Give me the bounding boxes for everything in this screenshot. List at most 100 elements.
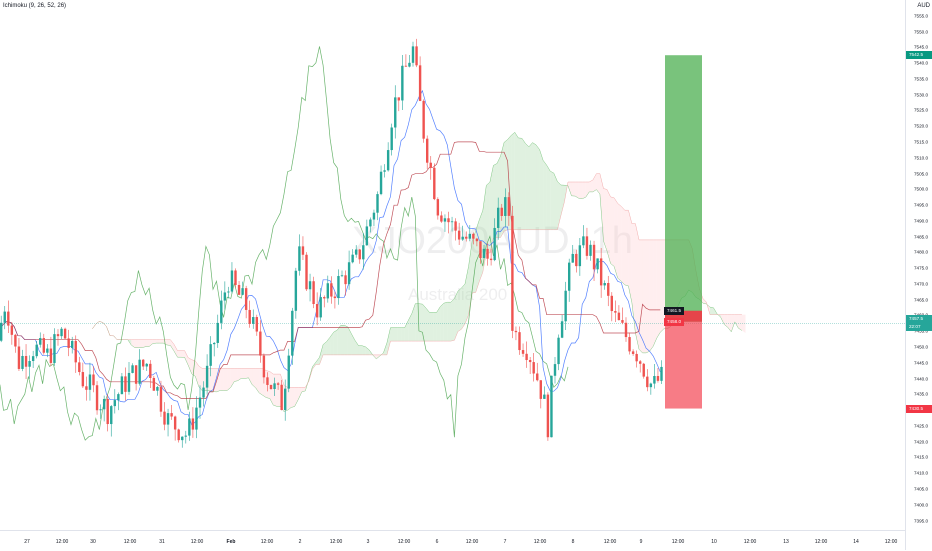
ichimoku-cloud bbox=[525, 143, 529, 229]
candle-body bbox=[344, 275, 346, 284]
candle-body bbox=[508, 197, 510, 216]
ichimoku-cloud bbox=[536, 145, 540, 230]
price-tick: 7530.0 bbox=[914, 92, 928, 97]
candle-body bbox=[525, 354, 527, 360]
ichimoku-cloud bbox=[440, 303, 444, 341]
ichimoku-cloud bbox=[348, 327, 352, 355]
candle-body bbox=[263, 356, 265, 378]
ichimoku-cloud bbox=[391, 328, 395, 341]
price-tick: 7540.0 bbox=[914, 61, 928, 66]
price-tick: 7520.0 bbox=[914, 124, 928, 129]
ichimoku-cloud bbox=[515, 132, 519, 230]
candle-body bbox=[650, 384, 652, 388]
candle-body bbox=[401, 66, 403, 101]
candle-body bbox=[572, 254, 574, 263]
ichimoku-cloud bbox=[614, 198, 618, 278]
ichimoku-cloud bbox=[344, 325, 348, 355]
candle-body bbox=[586, 236, 588, 256]
candle-body bbox=[60, 329, 62, 336]
candle-body bbox=[469, 234, 471, 239]
ichimoku-cloud bbox=[185, 351, 189, 365]
candle-body bbox=[209, 344, 211, 366]
candle-body bbox=[628, 337, 630, 351]
ichimoku-cloud bbox=[462, 284, 466, 329]
ichimoku-cloud bbox=[543, 160, 547, 229]
candle-body bbox=[483, 249, 485, 258]
candle-body bbox=[160, 387, 162, 412]
candle-body bbox=[167, 413, 169, 424]
candle-body bbox=[486, 249, 488, 259]
candle-body bbox=[564, 291, 566, 322]
ichimoku-cloud bbox=[291, 387, 295, 407]
time-tick: 12:00 bbox=[672, 539, 685, 545]
candle-body bbox=[419, 65, 421, 101]
ichimoku-cloud bbox=[451, 299, 455, 341]
time-tick: 12:00 bbox=[398, 539, 411, 545]
price-chart[interactable] bbox=[0, 0, 905, 530]
candle-body bbox=[579, 245, 581, 266]
candle-body bbox=[234, 270, 236, 285]
time-tick: 12:00 bbox=[604, 539, 617, 545]
ichimoku-cloud bbox=[618, 203, 622, 281]
candle-body bbox=[533, 362, 535, 373]
ichimoku-cloud bbox=[167, 340, 171, 346]
ichimoku-cloud bbox=[458, 288, 462, 332]
candle-body bbox=[0, 323, 2, 341]
ichimoku-cloud bbox=[547, 165, 551, 230]
ichimoku-cloud bbox=[398, 328, 402, 341]
ichimoku-cloud bbox=[401, 328, 405, 341]
ichimoku-cloud bbox=[735, 315, 739, 329]
price-tick: 7445.0 bbox=[914, 360, 928, 365]
candle-body bbox=[163, 412, 165, 425]
price-tick: 7500.0 bbox=[914, 187, 928, 192]
candle-body bbox=[621, 320, 623, 323]
candle-body bbox=[653, 376, 655, 384]
price-tick: 7465.0 bbox=[914, 297, 928, 302]
ichimoku-cloud bbox=[256, 369, 260, 393]
candle-body bbox=[170, 413, 172, 416]
price-tick: 7535.0 bbox=[914, 76, 928, 81]
time-tick: 10 bbox=[711, 539, 717, 545]
candle-body bbox=[280, 385, 282, 410]
candle-body bbox=[458, 231, 460, 240]
ichimoku-cloud bbox=[245, 369, 249, 379]
time-tick: 6 bbox=[436, 539, 439, 545]
candle-body bbox=[178, 429, 180, 440]
candle-body bbox=[327, 283, 329, 298]
candle-body bbox=[355, 249, 357, 254]
candle-body bbox=[391, 128, 393, 151]
candle-body bbox=[188, 418, 190, 435]
candle-body bbox=[557, 338, 559, 364]
candle-body bbox=[25, 356, 27, 367]
candle-body bbox=[89, 374, 91, 389]
candle-body bbox=[497, 208, 499, 228]
candle-body bbox=[273, 383, 275, 389]
candle-body bbox=[398, 97, 400, 100]
candle-body bbox=[660, 367, 662, 381]
time-tick: 12:00 bbox=[124, 539, 137, 545]
ichimoku-cloud bbox=[220, 369, 224, 391]
base-line bbox=[0, 142, 660, 399]
candle-body bbox=[67, 338, 69, 347]
candle-body bbox=[596, 258, 598, 269]
price-tick: 7525.0 bbox=[914, 108, 928, 113]
time-tick: 9 bbox=[640, 539, 643, 545]
ichimoku-cloud bbox=[288, 387, 292, 410]
last-price-tag: 7457.5 bbox=[906, 315, 932, 323]
price-tick: 7510.0 bbox=[914, 155, 928, 160]
time-tick: 27 bbox=[24, 539, 30, 545]
ichimoku-cloud bbox=[188, 358, 192, 374]
candle-body bbox=[547, 395, 549, 438]
candle-body bbox=[252, 317, 254, 324]
candle-body bbox=[405, 66, 407, 67]
chart-area[interactable]: Ichimoku (9, 26, 52, 26) XJO200AUD, 1h A… bbox=[0, 0, 905, 530]
candle-body bbox=[320, 297, 322, 317]
candle-body bbox=[635, 354, 637, 361]
ichimoku-cloud bbox=[575, 182, 579, 198]
ichimoku-cloud bbox=[156, 340, 160, 343]
candle-body bbox=[270, 385, 272, 389]
ichimoku-cloud bbox=[501, 142, 505, 237]
candle-body bbox=[476, 239, 478, 242]
